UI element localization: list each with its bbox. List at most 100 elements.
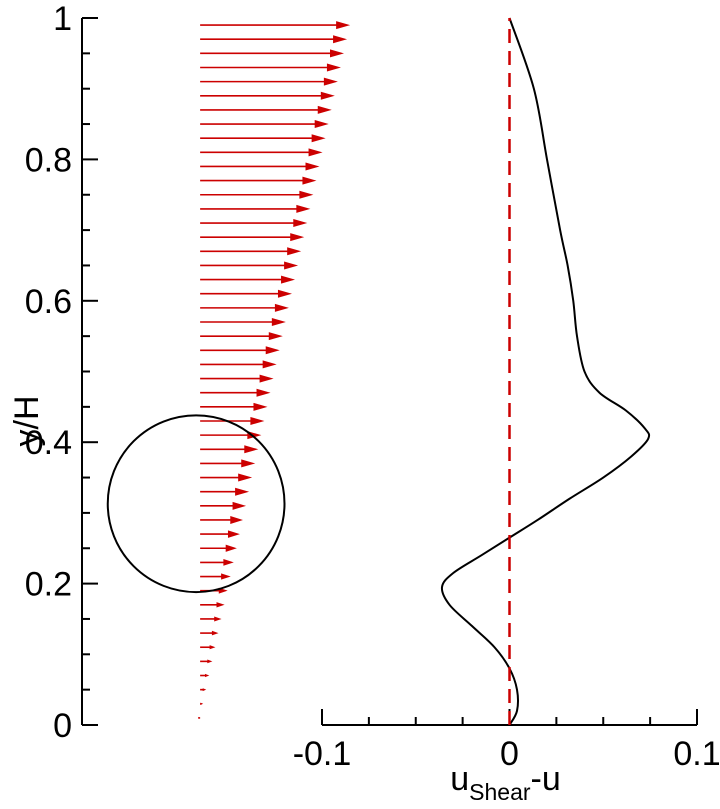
vector-head [207,659,213,664]
velocity-vector [200,402,268,411]
y-axis-title: y/H [8,395,46,446]
vector-head [293,219,308,228]
vector-head [305,162,320,171]
vector-head [336,21,351,30]
velocity-vector [200,162,320,171]
velocity-vector [200,688,207,692]
velocity-vector [198,716,201,719]
x-axis-title-tail: -u [531,760,561,798]
vector-head [274,303,289,312]
velocity-vector [200,49,345,58]
vector-head [290,233,305,242]
y-tick-label: 0.8 [25,141,72,179]
velocity-vector [200,702,204,706]
vector-head [200,702,204,706]
y-tick-label: 0.2 [25,566,72,604]
vector-head [296,204,311,213]
vector-head [205,673,210,678]
cylinder-outline-group [106,414,286,594]
x-axis: -0.1 0 0.1 [293,709,720,773]
velocity-vector [200,204,311,213]
velocity-vector [200,176,317,185]
velocity-vector [200,303,289,312]
vector-head [323,77,338,86]
vector-head [308,148,323,157]
velocity-vector-field [198,21,351,719]
velocity-vector [200,630,219,636]
vector-head [198,716,201,719]
y-axis: 0 0.2 0.4 0.6 0.8 1 [25,0,98,745]
vector-head [221,573,231,580]
vector-head [299,190,314,199]
vector-head [235,487,250,496]
vector-head [253,402,268,411]
velocity-vector [200,501,247,510]
velocity-vector [200,261,299,270]
vector-head [259,374,274,383]
velocity-vector [200,659,213,664]
vector-head [265,346,280,355]
vector-head [333,35,348,44]
velocity-vector [200,388,271,397]
velocity-vector [200,573,231,580]
vector-head [211,630,219,636]
vector-head [284,261,299,270]
velocity-vector [200,459,256,468]
velocity-vector [200,544,237,552]
velocity-vector [200,530,240,538]
cylinder-outline [106,414,286,594]
vector-head [281,275,296,284]
velocity-vector [200,233,305,242]
velocity-vector [200,645,216,650]
vector-head [230,515,243,524]
velocity-vector [200,63,341,72]
velocity-vector [200,21,351,30]
series-group [440,17,651,726]
y-tick-label: 0 [53,707,72,745]
vector-head [214,616,222,622]
vector-head [271,318,286,327]
velocity-vector [200,515,243,524]
vector-head [314,120,329,129]
vector-head [209,645,216,650]
velocity-vector [200,332,283,341]
x-tick-label: -0.1 [293,735,352,773]
velocity-vector [200,275,296,284]
velocity-vector [200,360,277,369]
velocity-vector [200,602,225,608]
velocity-vector [200,445,259,454]
velocity-vector [200,487,250,496]
x-axis-title-main: u [450,760,469,798]
vector-head [330,49,345,58]
vector-head [268,332,283,341]
vector-head [216,602,225,608]
vector-head [227,530,240,538]
vector-head [311,134,326,143]
vector-head [277,289,292,298]
vector-head [262,360,277,369]
vector-head [238,473,253,482]
vector-head [223,559,234,566]
x-tick-label: 0.1 [673,735,720,773]
vector-head [302,176,317,185]
y-tick-label: 0.4 [25,424,72,462]
vector-head [225,544,237,552]
vector-head [287,247,302,256]
velocity-vector [200,346,280,355]
vector-head [241,459,256,468]
vector-head [202,688,207,692]
velocity-vector [200,616,222,622]
velocity-vector [200,219,308,228]
y-tick-label: 0.6 [25,283,72,321]
velocity-vector [200,559,234,566]
x-axis-title: uShear-u [450,760,561,805]
velocity-vector [200,77,338,86]
vector-head [256,388,271,397]
vector-head [244,445,259,454]
velocity-vector [200,148,323,157]
velocity-vector [200,374,274,383]
velocity-vector [200,190,314,199]
velocity-vector [200,318,286,327]
y-tick-label: 1 [53,0,72,38]
